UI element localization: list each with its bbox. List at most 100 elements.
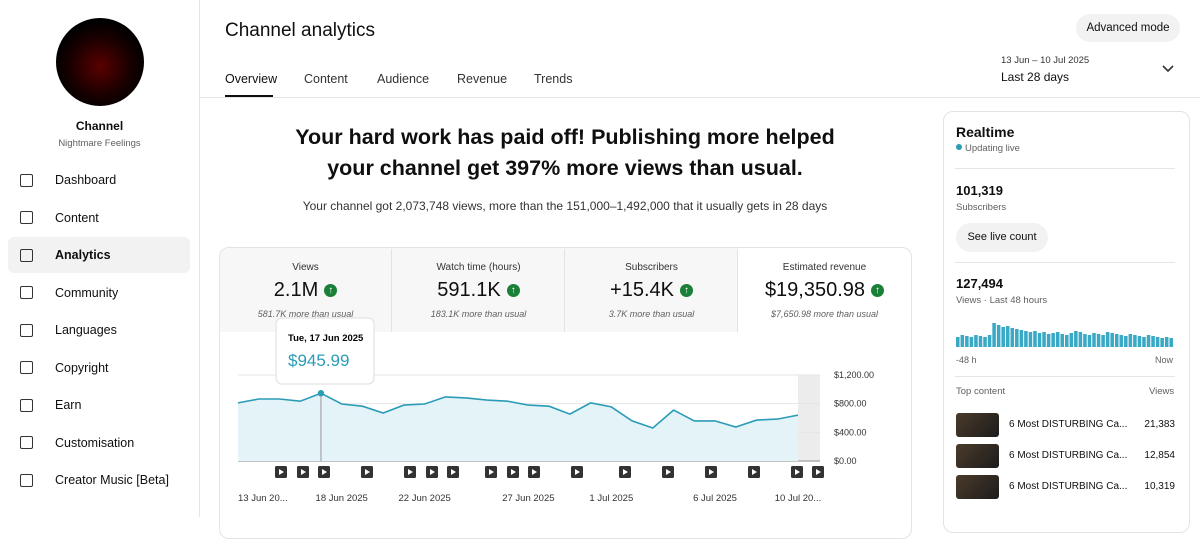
nav-icon xyxy=(20,398,33,412)
channel-name: Channel xyxy=(75,119,124,133)
metric-value: 591.1K xyxy=(437,279,501,301)
realtime-bar xyxy=(1042,332,1046,347)
realtime-bar xyxy=(1037,333,1042,347)
channel-avatar[interactable] xyxy=(56,18,144,106)
video-views: 21,383 xyxy=(1144,419,1175,430)
tab[interactable]: Audience xyxy=(377,72,430,86)
nav-item[interactable]: Customisation xyxy=(8,425,190,461)
realtime-bar xyxy=(1024,331,1028,347)
realtime-bar xyxy=(1087,335,1092,347)
realtime-bar xyxy=(969,337,974,347)
realtime-bar xyxy=(1033,331,1037,347)
tooltip: Tue, 17 Jun 2025 $945.99 xyxy=(275,317,375,385)
divider xyxy=(955,168,1175,169)
hover-point xyxy=(317,390,325,397)
realtime-bar xyxy=(974,335,978,347)
video-title[interactable]: 6 Most DISTURBING Ca... xyxy=(1009,419,1128,430)
tab-underline xyxy=(225,95,273,97)
upload-marker-icon xyxy=(430,469,435,475)
metric-tab[interactable]: Views 2.1M ↑ 581.7K more than usual xyxy=(220,249,392,332)
metric-label: Subscribers xyxy=(625,262,678,273)
upload-marker-icon xyxy=(451,469,456,475)
nav-item[interactable]: Dashboard xyxy=(8,162,190,198)
video-views: 12,854 xyxy=(1144,450,1175,461)
divider xyxy=(955,262,1175,263)
live-count-button[interactable]: See live count xyxy=(956,223,1048,252)
tab[interactable]: Overview xyxy=(225,72,278,86)
up-icon: ↑ xyxy=(871,284,885,297)
metric-value: +15.4K xyxy=(610,279,674,301)
nav-item[interactable]: Copyright xyxy=(8,350,190,386)
nav-icon xyxy=(20,323,33,337)
headline-summary: Your channel got 2,073,748 views, more t… xyxy=(302,199,828,213)
views-count: 127,494 xyxy=(956,276,1003,291)
subscriber-label: Subscribers xyxy=(956,202,1007,213)
x-tick-label: 1 Jul 2025 xyxy=(589,493,633,504)
nav-label: Customisation xyxy=(55,435,135,450)
nav-icon xyxy=(20,286,33,299)
realtime-bar xyxy=(1092,333,1096,347)
nav-icon xyxy=(20,361,33,374)
tooltip-box xyxy=(275,317,375,385)
metric-value-row: +15.4K ↑ xyxy=(566,279,737,302)
metric-tab[interactable]: Watch time (hours) 591.1K ↑ 183.1K more tha… xyxy=(393,249,565,332)
headline: Your hard work has paid off! Publishing … xyxy=(295,125,835,180)
metric-delta: 581.7K more than usual xyxy=(257,309,354,319)
upload-marker-icon xyxy=(575,469,580,475)
upload-marker-icon xyxy=(666,469,671,475)
nav-item[interactable]: Analytics xyxy=(8,237,190,273)
nav-label: Copyright xyxy=(55,360,109,375)
realtime-bar xyxy=(1074,331,1078,347)
realtime-bar xyxy=(1046,334,1051,347)
upload-marker-icon xyxy=(752,469,757,475)
upload-marker-icon xyxy=(511,469,516,475)
tab[interactable]: Trends xyxy=(534,72,573,86)
realtime-bar xyxy=(992,323,996,347)
x-tick-label: 22 Jun 2025 xyxy=(399,493,451,504)
nav-icon xyxy=(20,248,33,262)
metric-tab[interactable]: Subscribers +15.4K ↑ 3.7K more than usual xyxy=(566,249,738,332)
advanced-mode-button[interactable]: Advanced mode xyxy=(1076,14,1180,42)
tooltip-date: Tue, 17 Jun 2025 xyxy=(288,333,364,344)
date-range: 13 Jun – 10 Jul 2025 xyxy=(1001,55,1090,66)
nav-label: Earn xyxy=(55,398,82,412)
thumbnail[interactable] xyxy=(956,413,999,437)
nav-item[interactable]: Languages xyxy=(8,312,190,348)
header-divider xyxy=(200,97,1200,98)
realtime-bar xyxy=(978,336,983,347)
x-tick-label: 13 Jun 20... xyxy=(238,493,288,504)
metric-tab[interactable]: Estimated revenue $19,350.98 ↑ $7,650.98 mo… xyxy=(739,249,910,332)
date-period[interactable]: Last 28 days xyxy=(1001,70,1070,84)
nav-item[interactable]: Creator Music [Beta] xyxy=(8,462,190,498)
nav-icon xyxy=(20,473,33,487)
nav-label: Languages xyxy=(55,323,117,337)
y-tick-label: $800.00 xyxy=(834,399,867,409)
nav-item[interactable]: Community xyxy=(8,275,190,311)
x-tick-label: 10 Jul 20... xyxy=(775,493,821,504)
realtime-bar xyxy=(1051,333,1055,347)
tab[interactable]: Revenue xyxy=(457,72,508,86)
thumbnail[interactable] xyxy=(956,444,999,468)
realtime-bar xyxy=(1128,334,1133,347)
dropdown-chevron[interactable] xyxy=(1162,64,1174,74)
page: Channel analytics {"sidebar": {"channel_… xyxy=(8,0,1200,539)
realtime-bar xyxy=(996,325,1001,347)
thumbnail[interactable] xyxy=(956,475,999,499)
upload-marker-icon xyxy=(489,469,494,475)
line xyxy=(237,392,799,429)
tab[interactable]: Content xyxy=(304,72,348,86)
metric-value-row: 591.1K ↑ xyxy=(393,279,564,302)
video-title[interactable]: 6 Most DISTURBING Ca... xyxy=(1009,450,1128,461)
nav-item[interactable]: Earn xyxy=(8,387,190,423)
realtime-bar xyxy=(1083,334,1087,347)
nav-item[interactable]: Content xyxy=(8,200,190,236)
nav-icon xyxy=(20,211,33,224)
nav-icon xyxy=(20,173,33,187)
realtime-bar xyxy=(1133,335,1137,347)
bars-start-label: -48 h xyxy=(956,355,977,365)
realtime-bar xyxy=(1155,337,1160,347)
video-title[interactable]: 6 Most DISTURBING Ca... xyxy=(1009,481,1128,492)
channel-handle: Nightmare Feelings xyxy=(58,138,141,149)
realtime-bar xyxy=(1101,335,1105,347)
realtime-bar xyxy=(983,337,987,347)
